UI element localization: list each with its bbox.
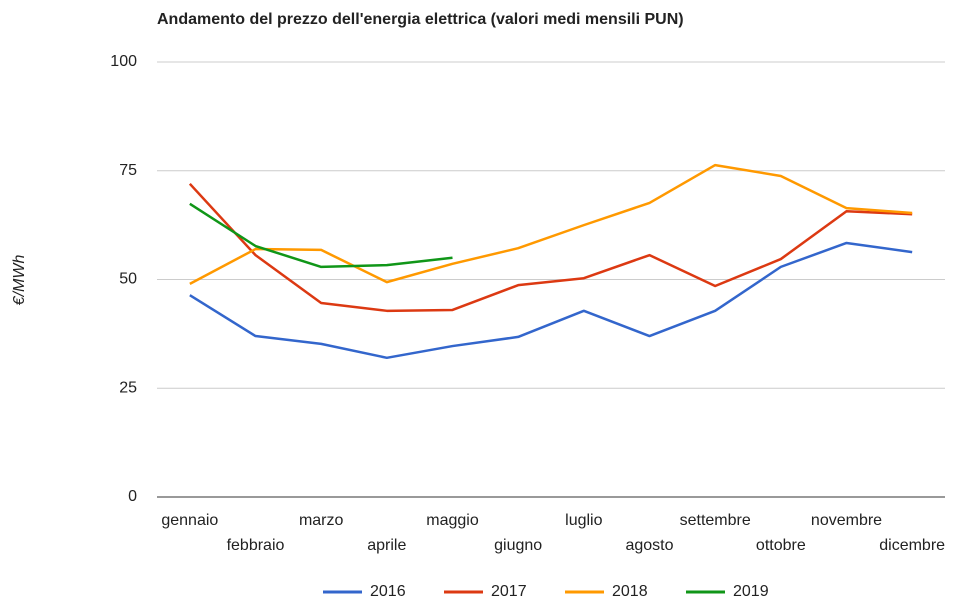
x-tick-label: novembre: [811, 512, 882, 529]
series-line: [189, 163, 913, 285]
legend-label: 2018: [612, 583, 648, 600]
y-tick-label: 25: [119, 379, 137, 396]
legend-label: 2016: [370, 583, 406, 600]
y-axis-label: €/MWh: [11, 255, 28, 306]
series-line: [189, 241, 913, 360]
x-tick-label: maggio: [426, 512, 479, 529]
x-tick-label: marzo: [299, 512, 344, 529]
y-tick-label: 100: [110, 53, 137, 70]
series-line: [189, 202, 453, 269]
x-tick-label: gennaio: [161, 512, 218, 529]
y-tick-label: 50: [119, 271, 137, 288]
x-tick-label: agosto: [625, 537, 673, 554]
legend-label: 2017: [491, 583, 527, 600]
x-tick-label: settembre: [680, 512, 751, 529]
y-tick-label: 0: [128, 488, 137, 505]
x-tick-label: dicembre: [879, 537, 945, 554]
x-tick-label: luglio: [565, 512, 602, 529]
legend-label: 2019: [733, 583, 769, 600]
x-tick-label: febbraio: [227, 537, 285, 554]
x-tick-label: aprile: [367, 537, 406, 554]
series-line: [188, 182, 913, 313]
x-tick-label: giugno: [494, 537, 542, 554]
chart-title: Andamento del prezzo dell'energia elettr…: [157, 11, 684, 28]
y-tick-label: 75: [119, 162, 137, 179]
x-tick-label: ottobre: [756, 537, 806, 554]
